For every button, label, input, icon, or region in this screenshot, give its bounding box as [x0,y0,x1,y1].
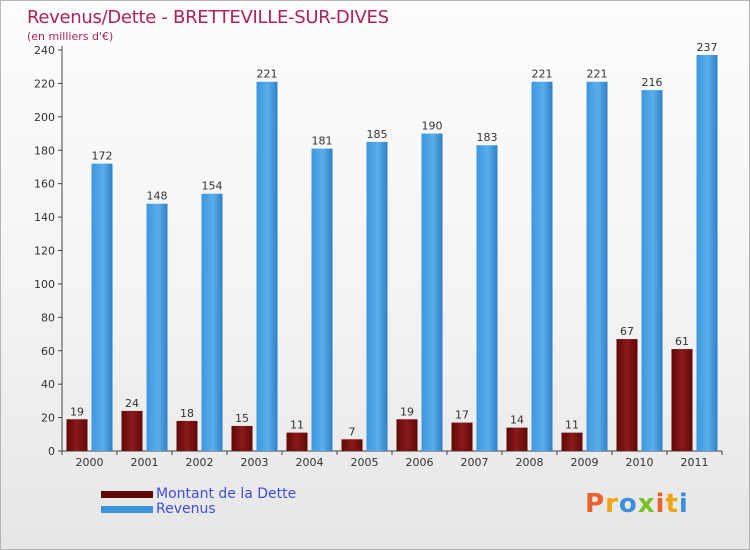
y-tick-label: 180 [34,144,55,157]
data-label-debt: 61 [675,335,689,348]
data-label-debt: 15 [235,412,249,425]
data-label-debt: 67 [620,325,634,338]
x-tick-label: 2007 [461,456,489,469]
data-label-debt: 24 [125,397,139,410]
data-label-revenue: 237 [697,41,718,54]
y-tick-label: 160 [34,178,55,191]
y-tick-label: 20 [41,412,55,425]
chart-title: Revenus/Dette - BRETTEVILLE-SUR-DIVES [27,7,389,28]
chart-subtitle: (en milliers d'€) [27,30,114,43]
bar-debt [121,410,143,451]
data-label-debt: 11 [290,419,304,432]
logo-letter: x [637,489,656,519]
bar-revenue [531,81,553,451]
x-tick-label: 2009 [571,456,599,469]
x-tick-label: 2011 [681,456,709,469]
data-label-revenue: 221 [257,68,278,81]
y-tick-label: 0 [48,445,55,458]
bar-debt [506,427,528,451]
y-tick-label: 220 [34,77,55,90]
x-tick-label: 2010 [626,456,654,469]
data-label-revenue: 154 [202,180,223,193]
bar-debt [66,419,88,451]
x-tick-label: 2008 [516,456,544,469]
y-tick-label: 80 [41,311,55,324]
bar-revenue [696,55,718,451]
logo-letter: r [605,489,619,519]
y-tick-label: 100 [34,278,55,291]
logo-letter: P [585,489,606,519]
y-tick-label: 120 [34,245,55,258]
legend-swatch-revenue [101,506,153,513]
bar-debt [451,422,473,451]
bar-debt [231,425,253,451]
legend-swatch-debt [101,491,153,498]
bar-revenue [366,141,388,452]
data-label-revenue: 185 [367,128,388,141]
y-tick-label: 200 [34,111,55,124]
y-tick-label: 240 [34,44,55,57]
bar-debt [671,349,693,451]
bar-revenue [256,81,278,451]
bar-revenue [146,203,168,451]
bar-revenue [586,81,608,451]
bar-debt [396,419,418,451]
x-tick-label: 2006 [406,456,434,469]
bar-debt [176,420,198,451]
legend-label-debt: Montant de la Dette [156,486,297,502]
data-label-debt: 17 [455,409,469,422]
bar-debt [286,432,308,451]
y-tick-label: 40 [41,378,55,391]
data-label-revenue: 221 [587,68,608,81]
proxiti-logo: Proxiti [585,489,689,519]
y-tick-label: 140 [34,211,55,224]
data-label-revenue: 181 [312,135,333,148]
data-label-revenue: 183 [477,131,498,144]
data-label-debt: 19 [400,405,414,418]
bar-revenue [201,193,223,452]
x-tick-label: 2000 [76,456,104,469]
y-tick-label: 60 [41,345,55,358]
x-tick-label: 2004 [296,456,324,469]
data-label-revenue: 221 [532,68,553,81]
data-label-debt: 11 [565,419,579,432]
bar-debt [616,339,638,451]
bar-revenue [91,163,113,451]
x-tick-label: 2003 [241,456,269,469]
logo-letter: i [678,489,689,519]
x-tick-label: 2005 [351,456,379,469]
logo-letter: i [655,489,666,519]
bar-debt [561,432,583,451]
bar-debt [341,439,363,451]
bar-revenue [641,90,663,451]
data-label-debt: 18 [180,407,194,420]
bar-revenue [476,145,498,452]
x-tick-label: 2001 [131,456,159,469]
data-label-debt: 14 [510,414,524,427]
data-label-revenue: 172 [92,150,113,163]
logo-letter: o [618,489,638,519]
legend-label-revenue: Revenus [156,501,216,517]
bar-revenue [421,133,443,451]
data-label-revenue: 190 [422,120,443,133]
data-label-debt: 19 [70,405,84,418]
x-tick-label: 2002 [186,456,214,469]
logo-letter: t [665,489,679,519]
data-label-debt: 7 [349,425,356,438]
data-label-revenue: 148 [147,190,168,203]
data-label-revenue: 216 [642,76,663,89]
bar-revenue [311,148,333,451]
